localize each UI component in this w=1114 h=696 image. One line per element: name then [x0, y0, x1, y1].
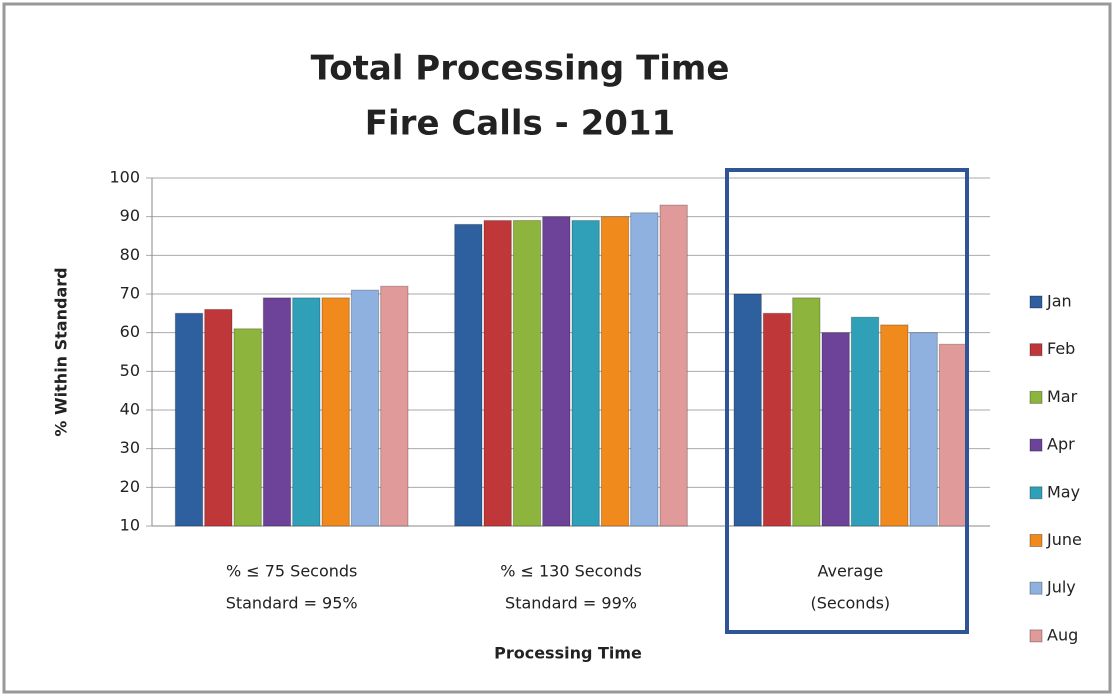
- bar: [233, 328, 262, 527]
- x-tick-label: Standard = 99%: [505, 594, 637, 613]
- bar: [483, 220, 512, 527]
- x-tick-label: (Seconds): [810, 594, 890, 613]
- legend-swatch: [1029, 343, 1043, 357]
- bar: [571, 220, 600, 527]
- bar: [600, 216, 630, 527]
- bar: [512, 220, 542, 527]
- legend-label: Aug: [1047, 625, 1078, 644]
- x-tick-label: Standard = 95%: [226, 594, 358, 613]
- legend-swatch: [1029, 534, 1043, 547]
- x-tick-label: % ≤ 130 Seconds: [500, 562, 642, 581]
- bar: [262, 297, 292, 527]
- legend-swatch: [1029, 629, 1043, 643]
- y-tick-label: 10: [120, 516, 140, 535]
- bar: [542, 216, 571, 527]
- legend-swatch: [1029, 486, 1043, 500]
- bar: [909, 332, 938, 527]
- x-axis-title: Processing Time: [494, 644, 642, 663]
- y-tick-label: 20: [120, 477, 140, 496]
- plot-area: 10 20 30 40 50 60 70 80 90 100 % ≤ 75 Seconds Stand…: [109, 168, 1081, 645]
- bar: [630, 212, 659, 527]
- legend-label: Apr: [1047, 435, 1075, 454]
- y-axis-title: % Within Standard: [52, 267, 71, 436]
- y-tick-label: 30: [120, 438, 140, 457]
- bar: [938, 343, 968, 527]
- bar: [350, 289, 380, 527]
- y-tick-label: 60: [120, 322, 140, 341]
- bar: [174, 312, 204, 527]
- chart-title: Fire Calls - 2011: [365, 104, 675, 144]
- legend-swatch: [1029, 438, 1043, 452]
- bar: [292, 297, 321, 527]
- y-tick-label: 40: [120, 400, 140, 419]
- y-tick-label: 100: [109, 168, 140, 187]
- bar: [880, 324, 909, 527]
- bar: [204, 308, 233, 527]
- bar: [454, 223, 483, 527]
- bar: [762, 312, 792, 527]
- x-tick-label: Average: [817, 562, 883, 581]
- y-tick-label: 90: [120, 206, 140, 225]
- legend-swatch: [1029, 390, 1043, 404]
- legend-label: Feb: [1047, 339, 1075, 358]
- y-tick-label: 80: [120, 245, 140, 264]
- legend-swatch: [1029, 581, 1043, 595]
- y-tick-label: 70: [120, 284, 140, 303]
- bar: [792, 297, 821, 527]
- legend-swatch: [1029, 295, 1043, 309]
- x-tick-label: % ≤ 75 Seconds: [226, 562, 357, 581]
- bar: [321, 297, 350, 527]
- y-tick-label: 50: [120, 361, 140, 380]
- chart-title: Total Processing Time: [311, 49, 730, 89]
- legend-label: Jan: [1046, 292, 1072, 311]
- bar: [733, 293, 762, 527]
- legend-label: July: [1046, 578, 1076, 597]
- bar: [821, 332, 850, 527]
- legend-label: May: [1047, 482, 1080, 501]
- bar: [850, 316, 880, 527]
- highlight-box: [725, 168, 969, 634]
- legend-label: Mar: [1047, 387, 1078, 406]
- bar: [659, 204, 688, 527]
- bar: [380, 285, 409, 527]
- legend-label: June: [1046, 530, 1082, 549]
